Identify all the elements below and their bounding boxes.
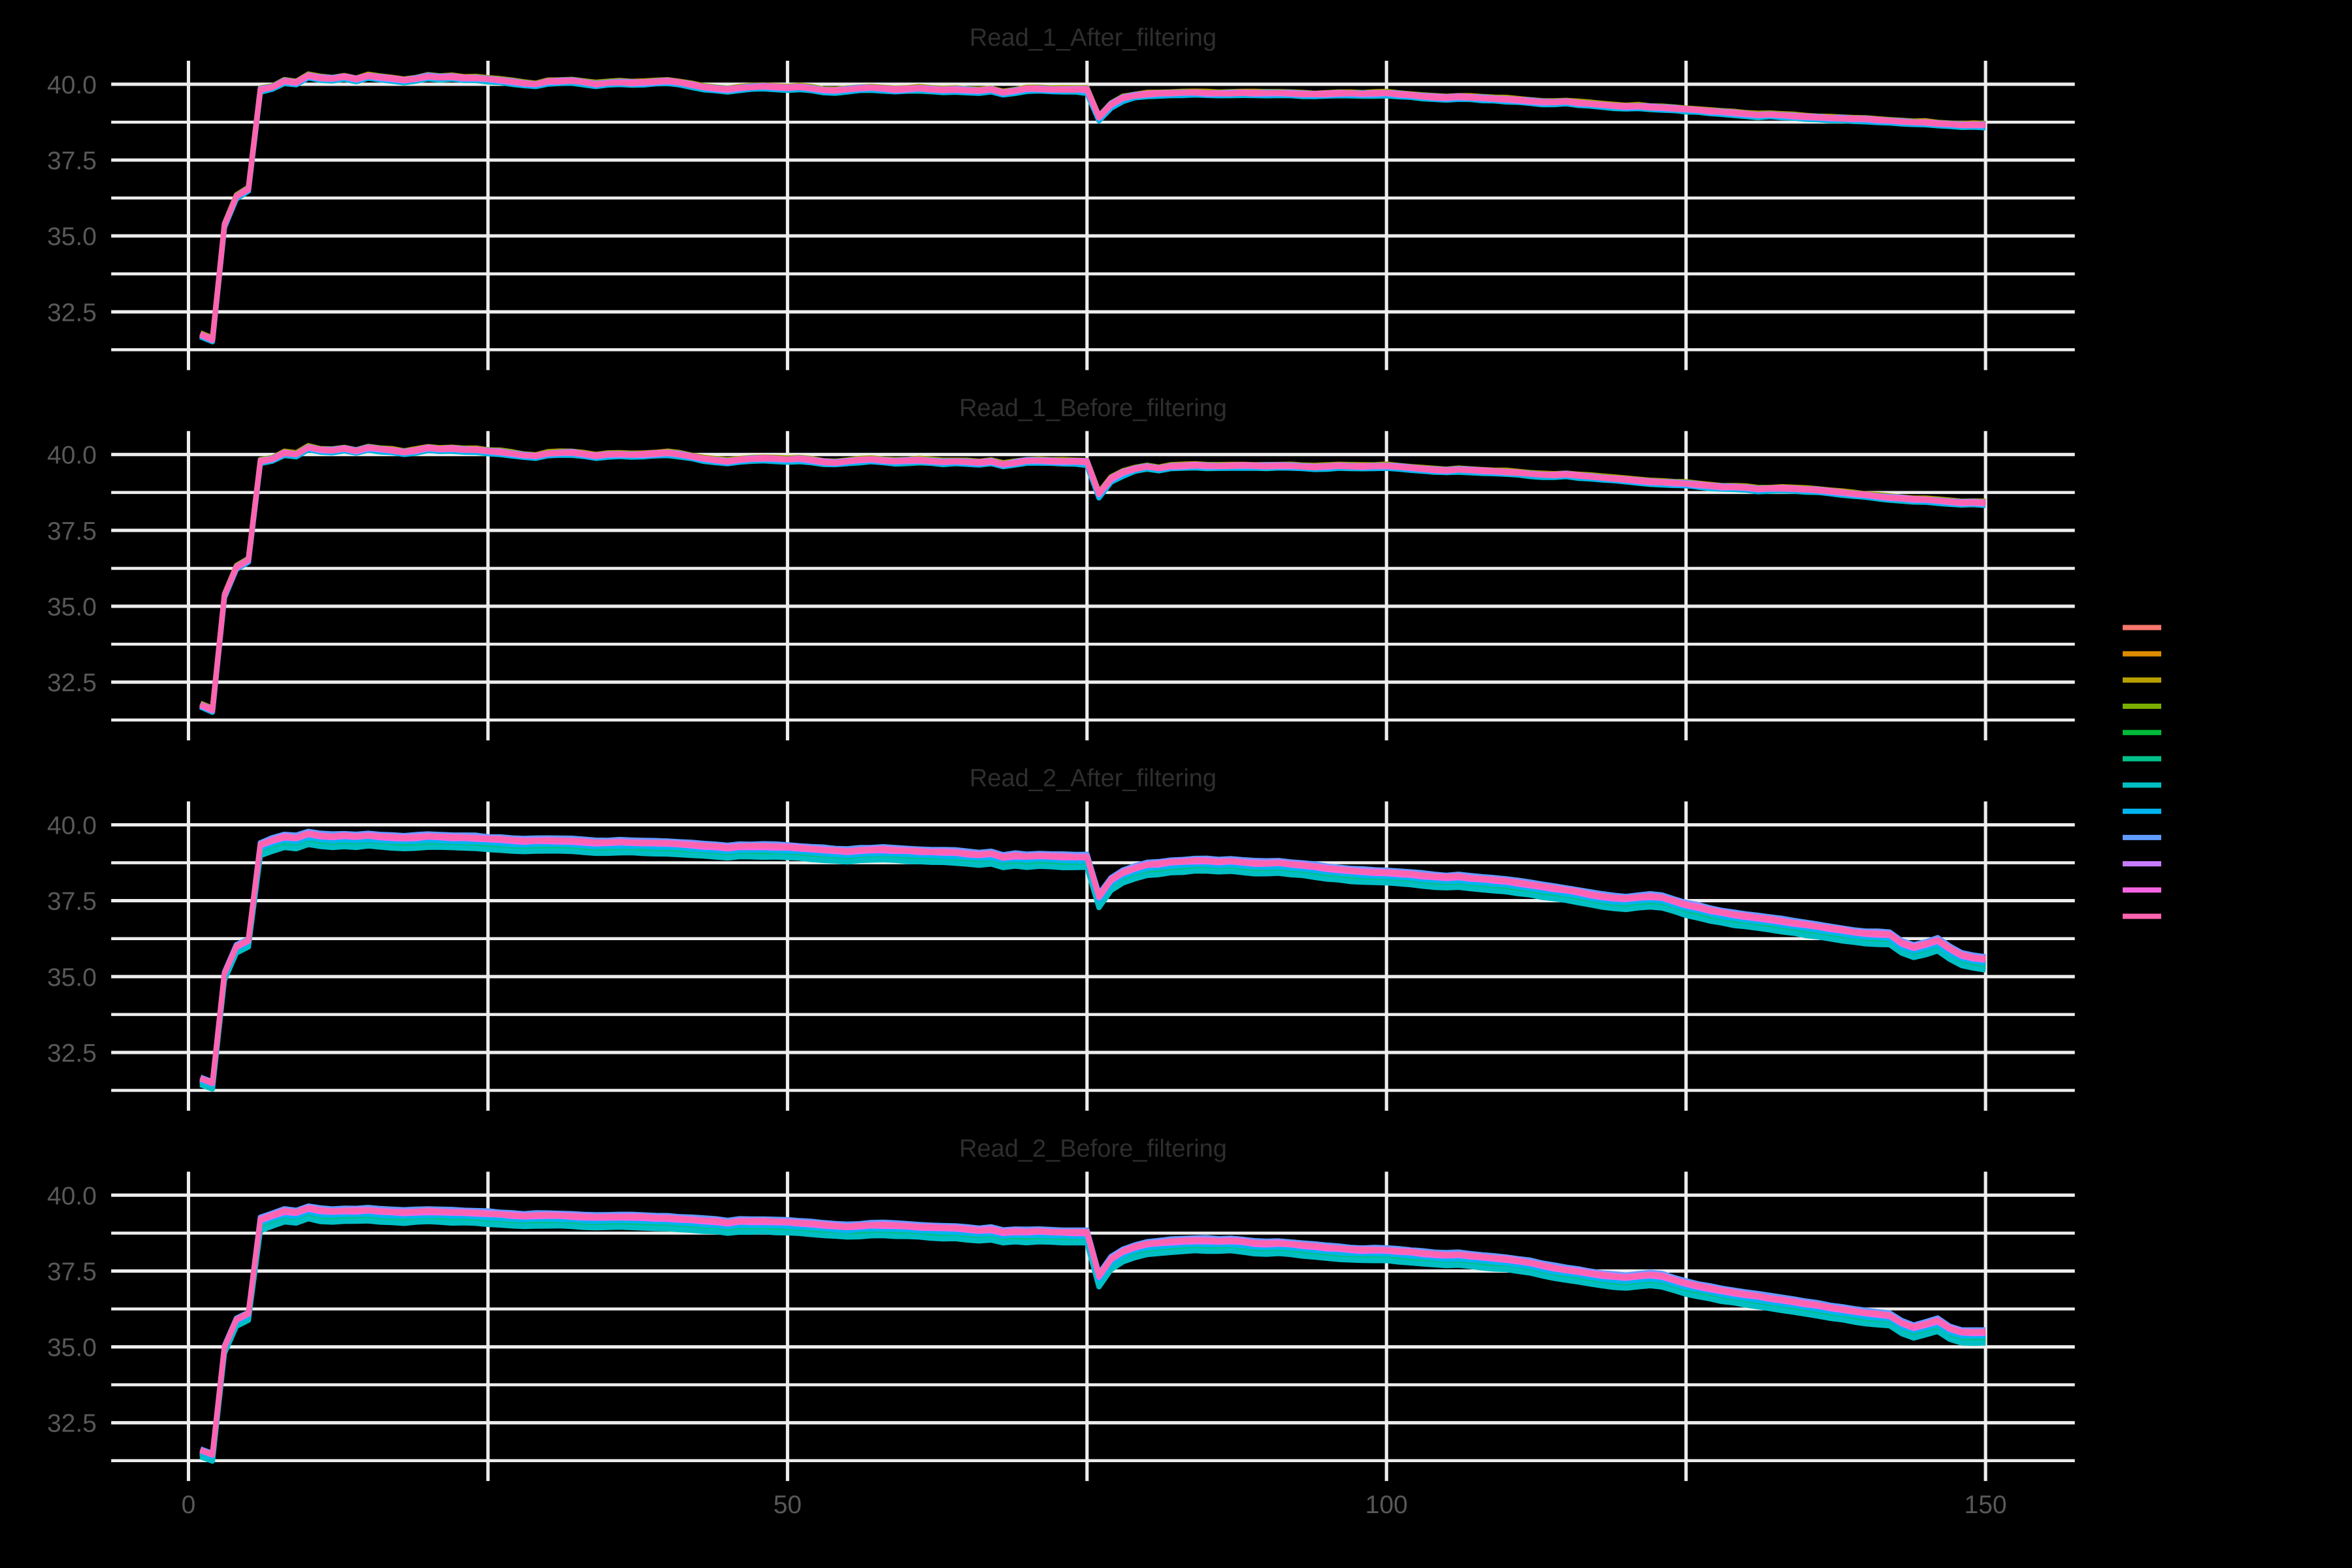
svg-text:40.0: 40.0	[47, 1182, 97, 1210]
svg-text:Read_2_After_filtering: Read_2_After_filtering	[970, 765, 1217, 792]
svg-text:Read_1_Before_filtering: Read_1_Before_filtering	[959, 395, 1227, 422]
svg-text:32.5: 32.5	[47, 669, 97, 697]
svg-text:35.0: 35.0	[47, 223, 97, 251]
svg-text:32.5: 32.5	[47, 1410, 97, 1438]
svg-text:32.5: 32.5	[47, 299, 97, 327]
svg-text:40.0: 40.0	[47, 442, 97, 470]
svg-text:40.0: 40.0	[47, 812, 97, 840]
svg-text:37.5: 37.5	[47, 147, 97, 175]
svg-text:32.5: 32.5	[47, 1039, 97, 1068]
svg-text:35.0: 35.0	[47, 593, 97, 621]
svg-text:150: 150	[1965, 1491, 2007, 1519]
svg-text:37.5: 37.5	[47, 888, 97, 916]
svg-text:Read_1_After_filtering: Read_1_After_filtering	[970, 24, 1217, 52]
svg-text:37.5: 37.5	[47, 1258, 97, 1286]
svg-text:35.0: 35.0	[47, 1334, 97, 1362]
svg-text:37.5: 37.5	[47, 517, 97, 546]
svg-text:35.0: 35.0	[47, 964, 97, 992]
svg-text:Read_2_Before_filtering: Read_2_Before_filtering	[959, 1135, 1227, 1162]
svg-text:100: 100	[1365, 1491, 1408, 1519]
svg-text:0: 0	[182, 1491, 196, 1519]
svg-text:50: 50	[774, 1491, 802, 1519]
svg-text:40.0: 40.0	[47, 71, 97, 99]
